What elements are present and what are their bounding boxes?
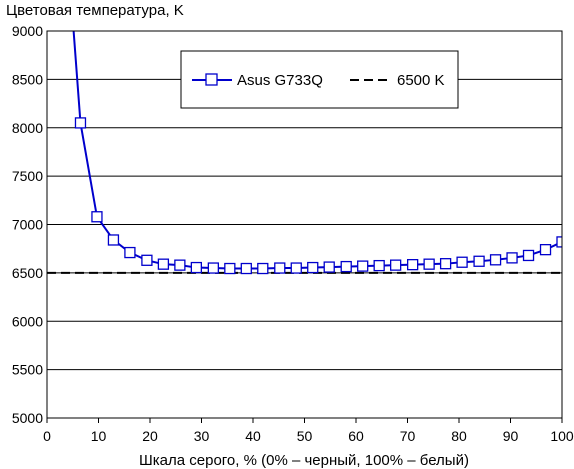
legend-label-asus: Asus G733Q (237, 72, 323, 89)
x-axis-title: Шкала серого, % (0% – черный, 100% – бел… (139, 452, 469, 469)
data-point-asus (506, 252, 518, 264)
x-tick-label: 40 (245, 428, 261, 444)
data-point-asus (224, 262, 236, 275)
y-axis-title: Цветовая температура, K (6, 2, 184, 19)
x-tick-label: 70 (400, 428, 416, 444)
data-point-asus (390, 259, 402, 271)
data-point-asus (456, 256, 468, 268)
y-tick-label: 7500 (12, 168, 43, 184)
y-tick-label: 8500 (12, 71, 43, 87)
data-point-asus (539, 244, 552, 256)
x-tick-label: 50 (297, 428, 313, 444)
gridlines (47, 78, 562, 371)
data-point-asus (439, 258, 452, 270)
data-point-asus (556, 236, 562, 248)
y-tick-label: 6000 (12, 313, 43, 329)
data-point-asus (207, 262, 219, 274)
x-tick-label: 30 (194, 428, 210, 444)
y-tick-label: 6500 (12, 265, 43, 281)
data-point-asus (406, 259, 419, 271)
y-tick-label: 5000 (12, 410, 43, 426)
legend: Asus G733Q 6500 K (180, 50, 459, 109)
data-point-asus (141, 254, 153, 266)
legend-label-6500k: 6500 K (397, 72, 445, 89)
y-tick-label: 9000 (12, 23, 43, 39)
data-point-asus (290, 262, 302, 274)
plot-area (47, 31, 562, 275)
data-point-asus (74, 117, 87, 129)
data-point-asus (489, 254, 502, 266)
y-tick-label: 8000 (12, 120, 43, 136)
data-point-asus (473, 255, 485, 267)
data-point-asus (107, 234, 120, 246)
data-point-asus (340, 260, 352, 273)
data-point-asus (522, 249, 535, 262)
data-point-asus (357, 260, 369, 272)
data-point-asus (240, 262, 252, 275)
data-point-asus (423, 258, 435, 270)
x-tick-label: 90 (503, 428, 519, 444)
data-point-asus (124, 246, 136, 259)
y-tick-label: 7000 (12, 217, 43, 233)
y-tick-labels: 5000 5500 6000 6500 7000 7500 8000 8500 9000 (12, 23, 43, 426)
data-point-asus (307, 261, 319, 274)
data-point-asus (274, 262, 286, 274)
x-tick-label: 80 (451, 428, 467, 444)
y-tick-label: 5500 (12, 362, 43, 378)
x-tick-label: 60 (348, 428, 364, 444)
x-tick-label: 20 (142, 428, 158, 444)
x-tick-label: 10 (91, 428, 107, 444)
data-point-asus (157, 258, 170, 270)
data-point-asus (257, 262, 269, 275)
data-point-asus (174, 259, 186, 271)
data-point-asus (190, 261, 203, 274)
data-point-asus (91, 211, 103, 223)
legend-marker-asus (205, 73, 218, 86)
series-layer (47, 31, 562, 275)
data-point-asus (373, 259, 385, 272)
x-tick-label: 0 (43, 428, 51, 444)
series-line-asus (72, 31, 562, 270)
data-point-asus (323, 261, 335, 273)
x-tick-labels: 0 10 20 30 40 50 60 70 80 90 100 (43, 418, 574, 444)
x-tick-label: 100 (550, 428, 574, 444)
